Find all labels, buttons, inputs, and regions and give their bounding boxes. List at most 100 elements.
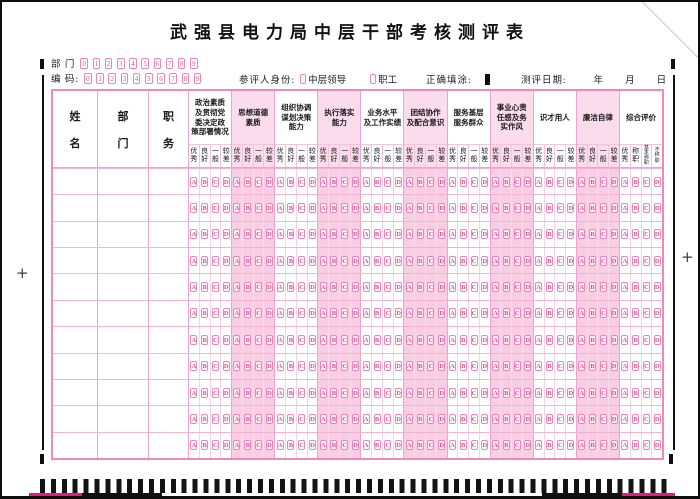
answer-bubble-r5-g9-D[interactable]: D [610,308,618,319]
answer-bubble-r10-g4-D[interactable]: D [395,440,403,451]
answer-bubble-r1-g8-B[interactable]: B [545,203,553,214]
answer-bubble-r4-g1-D[interactable]: D [265,282,273,293]
answer-bubble-r10-g7-A[interactable]: A [492,440,500,451]
answer-bubble-r9-g4-C[interactable]: C [384,413,392,424]
answer-bubble-r0-g6-A[interactable]: A [448,176,456,187]
answer-bubble-r0-g1-D[interactable]: D [265,176,273,187]
answer-bubble-r7-g8-C[interactable]: C [556,361,564,372]
answer-bubble-r2-g3-D[interactable]: D [352,229,360,240]
answer-bubble-r2-g0-C[interactable]: C [211,229,219,240]
answer-bubble-r9-g0-B[interactable]: B [201,413,209,424]
answer-bubble-r7-g10-A[interactable]: A [621,361,629,372]
answer-bubble-r10-g1-B[interactable]: B [244,440,252,451]
answer-bubble-r10-g4-C[interactable]: C [384,440,392,451]
answer-bubble-r2-g3-A[interactable]: A [319,229,327,240]
answer-bubble-r10-g0-D[interactable]: D [222,440,230,451]
answer-bubble-r3-g0-D[interactable]: D [222,255,230,266]
answer-bubble-r1-g2-A[interactable]: A [276,203,284,214]
write-cell-r5-c1[interactable] [98,300,149,327]
identity-bubble-0[interactable] [300,74,307,84]
answer-bubble-r1-g9-D[interactable]: D [610,203,618,214]
answer-bubble-r9-g5-D[interactable]: D [438,413,446,424]
answer-bubble-r8-g3-B[interactable]: B [330,387,338,398]
answer-bubble-r9-g10-C[interactable]: C [642,413,650,424]
answer-bubble-r8-g8-C[interactable]: C [556,387,564,398]
answer-bubble-r7-g7-D[interactable]: D [524,361,532,372]
answer-bubble-r10-g9-A[interactable]: A [578,440,586,451]
answer-bubble-r2-g2-A[interactable]: A [276,229,284,240]
answer-bubble-r2-g4-B[interactable]: B [373,229,381,240]
answer-bubble-r3-g3-A[interactable]: A [319,255,327,266]
answer-bubble-r0-g1-A[interactable]: A [233,176,241,187]
answer-bubble-r4-g3-B[interactable]: B [330,282,338,293]
answer-bubble-r3-g4-D[interactable]: D [395,255,403,266]
answer-bubble-r0-g10-C[interactable]: C [642,176,650,187]
answer-bubble-r7-g8-B[interactable]: B [545,361,553,372]
answer-bubble-r3-g3-B[interactable]: B [330,255,338,266]
dept-digit-bubble-5[interactable]: 5 [141,57,149,69]
answer-bubble-r6-g9-B[interactable]: B [589,334,597,345]
answer-bubble-r1-g3-B[interactable]: B [330,203,338,214]
answer-bubble-r3-g9-B[interactable]: B [589,255,597,266]
answer-bubble-r10-g10-B[interactable]: B [632,440,640,451]
answer-bubble-r0-g2-C[interactable]: C [298,176,306,187]
code-digit-bubble-3[interactable]: 3 [120,72,129,84]
answer-bubble-r10-g6-C[interactable]: C [470,440,478,451]
answer-bubble-r10-g2-A[interactable]: A [276,440,284,451]
answer-bubble-r0-g8-B[interactable]: B [545,176,553,187]
answer-bubble-r1-g4-A[interactable]: A [362,203,370,214]
answer-bubble-r6-g4-C[interactable]: C [384,334,392,345]
answer-bubble-r10-g7-D[interactable]: D [524,440,532,451]
answer-bubble-r3-g7-B[interactable]: B [502,255,510,266]
answer-bubble-r9-g8-D[interactable]: D [567,413,575,424]
answer-bubble-r5-g7-A[interactable]: A [492,308,500,319]
answer-bubble-r3-g0-C[interactable]: C [211,255,219,266]
answer-bubble-r10-g6-D[interactable]: D [481,440,489,451]
write-cell-r7-c2[interactable] [149,353,189,379]
answer-bubble-r1-g7-B[interactable]: B [502,203,510,214]
answer-bubble-r2-g9-D[interactable]: D [610,229,618,240]
answer-bubble-r10-g6-A[interactable]: A [448,440,456,451]
answer-bubble-r8-g6-A[interactable]: A [448,387,456,398]
answer-bubble-r3-g2-D[interactable]: D [308,255,316,266]
answer-bubble-r7-g3-B[interactable]: B [330,361,338,372]
answer-bubble-r6-g0-B[interactable]: B [201,334,209,345]
answer-bubble-r10-g3-D[interactable]: D [352,440,360,451]
answer-bubble-r1-g10-B[interactable]: B [632,203,640,214]
answer-bubble-r7-g5-C[interactable]: C [427,361,435,372]
answer-bubble-r9-g10-D[interactable]: D [653,413,661,424]
answer-bubble-r0-g8-A[interactable]: A [535,176,543,187]
answer-bubble-r0-g10-B[interactable]: B [632,176,640,187]
answer-bubble-r10-g2-B[interactable]: B [287,440,295,451]
answer-bubble-r6-g5-A[interactable]: A [405,334,413,345]
answer-bubble-r6-g2-C[interactable]: C [298,334,306,345]
answer-bubble-r9-g6-A[interactable]: A [448,413,456,424]
answer-bubble-r10-g2-C[interactable]: C [298,440,306,451]
answer-bubble-r8-g1-C[interactable]: C [255,387,263,398]
answer-bubble-r5-g7-B[interactable]: B [502,308,510,319]
answer-bubble-r8-g5-B[interactable]: B [416,387,424,398]
answer-bubble-r0-g5-B[interactable]: B [416,176,424,187]
answer-bubble-r10-g8-B[interactable]: B [545,440,553,451]
answer-bubble-r0-g3-B[interactable]: B [330,176,338,187]
answer-bubble-r0-g4-D[interactable]: D [395,176,403,187]
answer-bubble-r9-g9-A[interactable]: A [578,413,586,424]
answer-bubble-r7-g4-A[interactable]: A [362,361,370,372]
answer-bubble-r2-g7-C[interactable]: C [513,229,521,240]
answer-bubble-r3-g1-B[interactable]: B [244,255,252,266]
answer-bubble-r8-g9-A[interactable]: A [578,387,586,398]
answer-bubble-r0-g8-D[interactable]: D [567,176,575,187]
answer-bubble-r10-g10-D[interactable]: D [653,440,661,451]
answer-bubble-r5-g4-D[interactable]: D [395,308,403,319]
answer-bubble-r1-g7-D[interactable]: D [524,203,532,214]
answer-bubble-r5-g6-C[interactable]: C [470,308,478,319]
answer-bubble-r10-g5-A[interactable]: A [405,440,413,451]
answer-bubble-r4-g0-A[interactable]: A [190,282,198,293]
write-cell-r4-c2[interactable] [149,274,189,300]
answer-bubble-r8-g7-B[interactable]: B [502,387,510,398]
answer-bubble-r9-g1-B[interactable]: B [244,413,252,424]
write-cell-r6-c1[interactable] [98,327,149,353]
answer-bubble-r2-g8-D[interactable]: D [567,229,575,240]
answer-bubble-r0-g6-D[interactable]: D [481,176,489,187]
answer-bubble-r1-g9-B[interactable]: B [589,203,597,214]
